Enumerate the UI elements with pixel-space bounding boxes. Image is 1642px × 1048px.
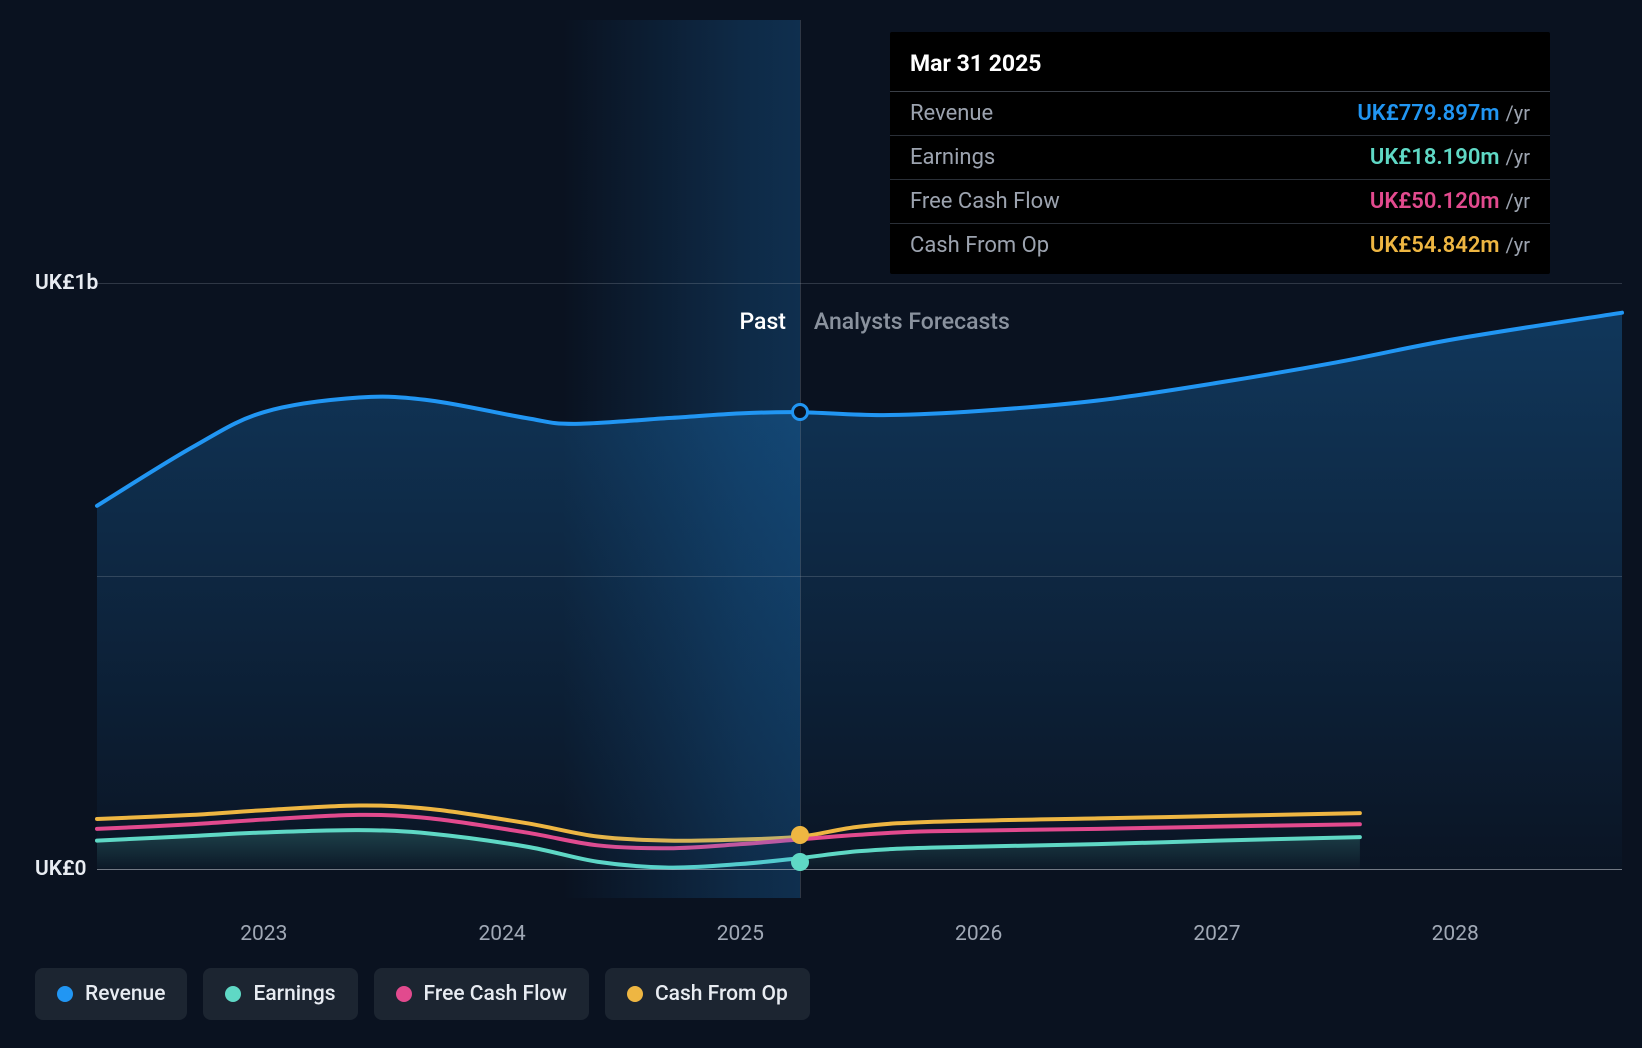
baseline xyxy=(97,869,1622,870)
legend-item[interactable]: Earnings xyxy=(203,968,357,1020)
x-axis-label: 2023 xyxy=(240,922,287,946)
x-axis-label: 2025 xyxy=(717,922,764,946)
tooltip-row: Free Cash Flow UK£50.120m /yr xyxy=(890,180,1550,224)
tooltip-unit: /yr xyxy=(1506,233,1531,257)
tooltip-label: Revenue xyxy=(910,101,1357,126)
plot-area[interactable]: UK£0UK£1b202320242025202620272028PastAna… xyxy=(97,20,1622,898)
legend-label: Earnings xyxy=(253,982,335,1006)
data-marker xyxy=(791,826,809,844)
tooltip-unit: /yr xyxy=(1506,145,1531,169)
tooltip-label: Earnings xyxy=(910,145,1370,170)
legend-item[interactable]: Cash From Op xyxy=(605,968,810,1020)
tooltip-row: Revenue UK£779.897m /yr xyxy=(890,92,1550,136)
tooltip-title: Mar 31 2025 xyxy=(890,32,1550,92)
legend-dot xyxy=(57,986,73,1002)
tooltip-row: Earnings UK£18.190m /yr xyxy=(890,136,1550,180)
tooltip-label: Free Cash Flow xyxy=(910,189,1370,214)
data-marker xyxy=(791,403,809,421)
legend-label: Free Cash Flow xyxy=(424,982,567,1006)
legend-label: Revenue xyxy=(85,982,165,1006)
series-area xyxy=(97,313,1622,869)
past-label: Past xyxy=(739,308,785,335)
legend-dot xyxy=(225,986,241,1002)
legend-item[interactable]: Revenue xyxy=(35,968,187,1020)
legend: Revenue Earnings Free Cash Flow Cash Fro… xyxy=(35,968,810,1020)
legend-dot xyxy=(396,986,412,1002)
x-axis-label: 2026 xyxy=(955,922,1002,946)
y-axis-label: UK£1b xyxy=(35,271,98,295)
chart-container: UK£0 UK£1b 2023 2024 2025 2026 2027 2028 Past Ana… xyxy=(35,20,1622,1008)
tooltip-value: UK£779.897m xyxy=(1357,101,1499,126)
tooltip-value: UK£54.842m xyxy=(1370,233,1500,258)
x-axis-label: 2028 xyxy=(1432,922,1479,946)
tooltip-label: Cash From Op xyxy=(910,233,1370,258)
divider-line xyxy=(800,20,801,898)
tooltip: Mar 31 2025 Revenue UK£779.897m /yr Earn… xyxy=(890,32,1550,274)
x-axis-label: 2027 xyxy=(1193,922,1240,946)
tooltip-row: Cash From Op UK£54.842m /yr xyxy=(890,224,1550,274)
data-marker xyxy=(791,853,809,871)
gridline xyxy=(97,576,1622,577)
y-axis-label: UK£0 xyxy=(35,857,87,881)
gridline xyxy=(97,283,1622,284)
tooltip-value: UK£18.190m xyxy=(1370,145,1500,170)
legend-item[interactable]: Free Cash Flow xyxy=(374,968,589,1020)
tooltip-unit: /yr xyxy=(1506,189,1531,213)
tooltip-unit: /yr xyxy=(1506,101,1531,125)
legend-dot xyxy=(627,986,643,1002)
forecast-label: Analysts Forecasts xyxy=(814,308,1010,335)
x-axis-label: 2024 xyxy=(478,922,525,946)
tooltip-value: UK£50.120m xyxy=(1370,189,1500,214)
legend-label: Cash From Op xyxy=(655,982,788,1006)
